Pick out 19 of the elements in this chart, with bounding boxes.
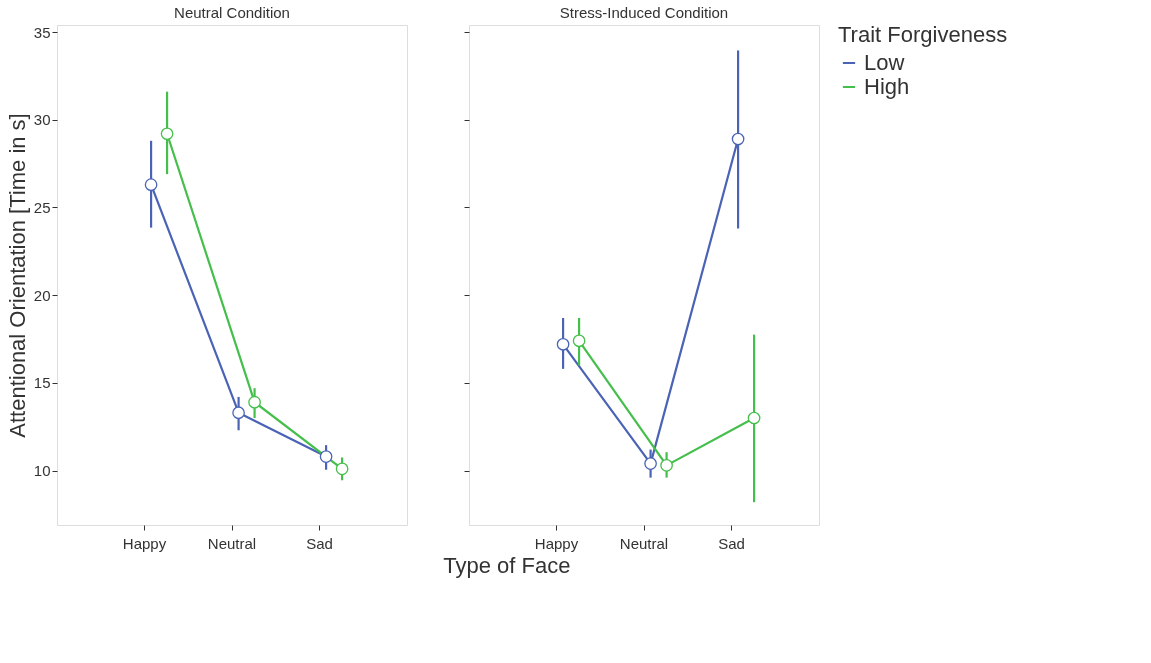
- y-axis-title: Attentional Orientation [Time in s]: [4, 113, 30, 438]
- x-tick-label: Neutral: [619, 534, 669, 552]
- legend-label: Low: [864, 50, 905, 75]
- y-tick-label: 25: [33, 198, 51, 216]
- x-tick-label: Happy: [122, 534, 167, 552]
- y-tick-label: 30: [33, 111, 51, 129]
- x-tick-label: Sad: [718, 534, 745, 552]
- legend-label: High: [864, 74, 910, 99]
- y-tick-label: 35: [33, 23, 51, 41]
- x-axis-title: Type of Face: [443, 552, 571, 578]
- legend-title: Trait Forgiveness: [838, 22, 1008, 47]
- x-tick-label: Happy: [534, 534, 579, 552]
- chart-title: Neutral Condition: [174, 4, 290, 21]
- x-tick-label: Neutral: [207, 534, 257, 552]
- chart-title: Stress-Induced Condition: [559, 4, 729, 21]
- y-tick-label: 15: [33, 374, 51, 392]
- y-tick-label: 10: [33, 462, 51, 480]
- y-tick-label: 20: [33, 286, 51, 304]
- x-tick-label: Sad: [306, 534, 333, 552]
